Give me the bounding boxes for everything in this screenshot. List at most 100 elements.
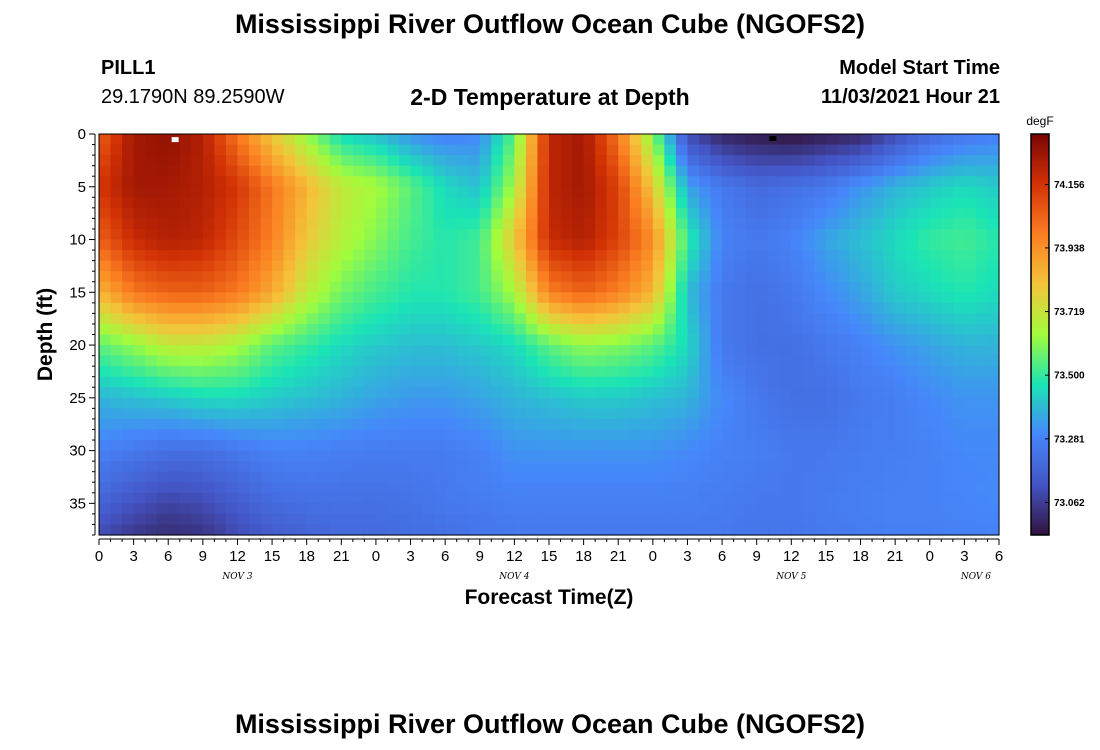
- heatmap-cell: [249, 461, 262, 473]
- heatmap-cell: [329, 260, 342, 272]
- heatmap-cell: [329, 239, 342, 251]
- heatmap-cell: [433, 482, 446, 494]
- heatmap-cell: [375, 471, 389, 483]
- heatmap-cell: [445, 134, 458, 146]
- heatmap-cell: [399, 302, 412, 314]
- heatmap-cell: [502, 313, 515, 325]
- heatmap-cell: [514, 471, 527, 483]
- heatmap-cell: [525, 503, 539, 515]
- heatmap-cell: [295, 387, 308, 399]
- heatmap-cell: [618, 144, 631, 156]
- heatmap-cell: [168, 429, 181, 441]
- heatmap-cell: [306, 408, 319, 420]
- heatmap-cell: [110, 281, 123, 293]
- heatmap-cell: [202, 292, 215, 304]
- heatmap-cell: [883, 207, 896, 220]
- heatmap-cell: [295, 228, 308, 241]
- heatmap-cell: [99, 482, 112, 494]
- heatmap-cell: [560, 503, 573, 515]
- heatmap-cell: [225, 144, 239, 156]
- heatmap-cell: [306, 461, 319, 473]
- heatmap-cell: [987, 134, 1000, 146]
- heatmap-cell: [122, 323, 135, 336]
- heatmap-cell: [502, 397, 515, 409]
- heatmap-cell: [722, 176, 735, 188]
- heatmap-cell: [341, 345, 354, 357]
- heatmap-cell: [468, 492, 481, 504]
- heatmap-cell: [318, 345, 331, 357]
- heatmap-cell: [191, 461, 204, 473]
- heatmap-cell: [525, 323, 539, 336]
- heatmap-cell: [595, 176, 608, 188]
- x-day-label: NOV 3: [221, 572, 252, 582]
- x-tick-label: 18: [575, 548, 592, 565]
- heatmap-cell: [375, 345, 389, 357]
- heatmap-cell: [975, 355, 989, 367]
- heatmap-cell: [375, 292, 389, 304]
- heatmap-cell: [791, 292, 804, 304]
- heatmap-cell: [791, 144, 804, 156]
- heatmap-cell: [318, 250, 331, 262]
- heatmap-cell: [214, 461, 227, 473]
- heatmap-cell: [652, 186, 665, 198]
- heatmap-cell: [860, 271, 873, 283]
- heatmap-cell: [433, 313, 446, 325]
- heatmap-cell: [249, 144, 262, 156]
- heatmap-cell: [341, 376, 354, 388]
- heatmap-cell: [502, 492, 515, 504]
- heatmap-cell: [318, 176, 331, 188]
- heatmap-cell: [699, 492, 712, 504]
- heatmap-cell: [133, 281, 146, 293]
- heatmap-cell: [641, 271, 654, 283]
- heatmap-cell: [122, 376, 135, 388]
- heatmap-cell: [479, 524, 492, 536]
- heatmap-cell: [214, 418, 227, 431]
- heatmap-cell: [295, 366, 308, 378]
- heatmap-cell: [849, 492, 862, 504]
- heatmap-cell: [814, 207, 827, 220]
- heatmap-cell: [399, 186, 412, 198]
- heatmap-cell: [399, 228, 412, 241]
- heatmap-cell: [272, 134, 285, 146]
- heatmap-cell: [710, 271, 723, 283]
- heatmap-cell: [318, 155, 331, 167]
- heatmap-cell: [918, 239, 931, 251]
- heatmap-cell: [941, 165, 954, 177]
- heatmap-cell: [399, 218, 412, 230]
- heatmap-cell: [202, 239, 215, 251]
- x-tick-label: 6: [441, 548, 449, 565]
- heatmap-cell: [849, 366, 862, 378]
- heatmap-cell: [918, 271, 931, 283]
- heatmap-cell: [733, 176, 746, 188]
- heatmap-cell: [675, 513, 689, 526]
- x-tick-label: 21: [887, 548, 904, 565]
- heatmap-cell: [722, 228, 735, 241]
- heatmap-cell: [964, 186, 977, 198]
- heatmap-cell: [260, 165, 273, 177]
- heatmap-cell: [168, 334, 181, 346]
- heatmap-cell: [837, 334, 850, 346]
- heatmap-cell: [145, 271, 158, 283]
- heatmap-cell: [722, 292, 735, 304]
- heatmap-cell: [502, 271, 515, 283]
- heatmap-cell: [883, 165, 896, 177]
- heatmap-cell: [745, 492, 758, 504]
- heatmap-cell: [687, 176, 700, 188]
- heatmap-cell: [214, 355, 227, 367]
- heatmap-cell: [202, 323, 215, 336]
- heatmap-cell: [283, 408, 296, 420]
- heatmap-cell: [860, 292, 873, 304]
- heatmap-cell: [768, 366, 781, 378]
- heatmap-cell: [895, 134, 908, 146]
- heatmap-cell: [699, 397, 712, 409]
- heatmap-cell: [733, 418, 746, 431]
- heatmap-cell: [375, 513, 389, 526]
- heatmap-cell: [872, 429, 885, 441]
- heatmap-cell: [883, 302, 896, 314]
- heatmap-cell: [433, 355, 446, 367]
- heatmap-cell: [768, 450, 781, 462]
- x-tick-label: 18: [852, 548, 869, 565]
- heatmap-cell: [641, 366, 654, 378]
- heatmap-cell: [549, 503, 562, 515]
- heatmap-cell: [514, 482, 527, 494]
